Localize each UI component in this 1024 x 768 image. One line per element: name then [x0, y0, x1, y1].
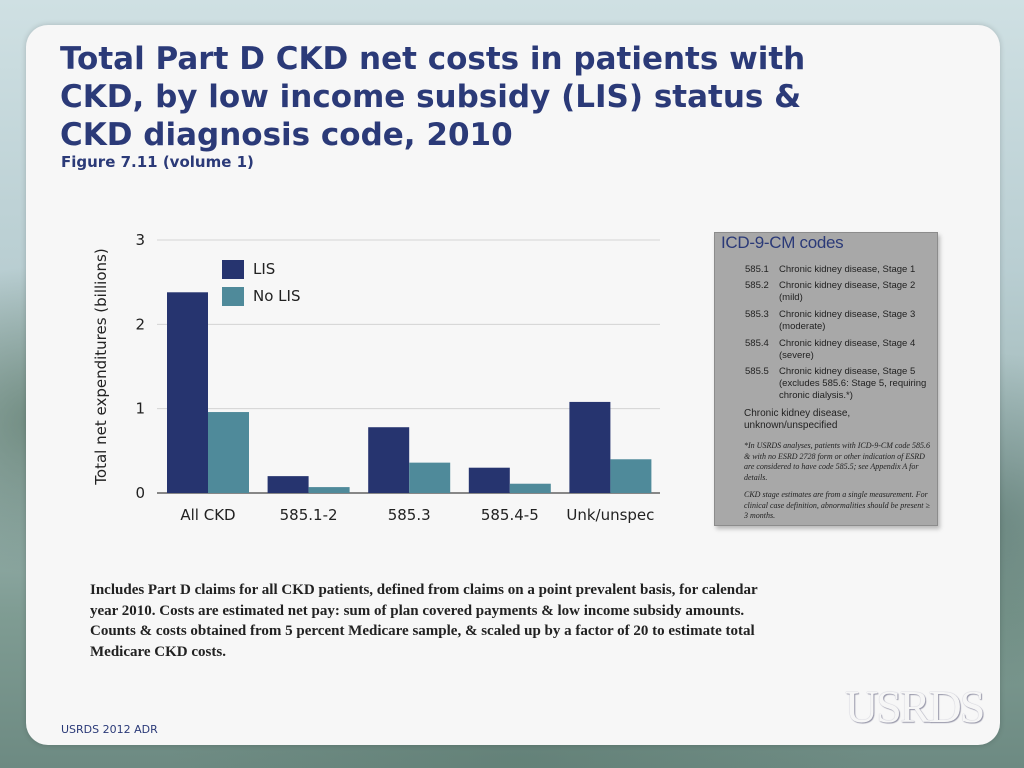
- x-tick-label: 585.4-5: [481, 506, 539, 524]
- y-tick-label: 0: [135, 484, 145, 502]
- bar-chart: 0 1 2 3 Total net expenditures (billions) All…: [92, 231, 660, 524]
- legend-swatch-no-lis: [222, 287, 244, 306]
- code-description: Chronic kidney disease, Stage 3 (moderat…: [779, 309, 916, 332]
- bar-lis: [468, 467, 510, 493]
- code-description: Chronic kidney disease, Stage 4 (severe): [779, 338, 916, 361]
- y-tick-label: 3: [135, 231, 145, 249]
- legend-swatch-lis: [222, 260, 244, 279]
- codes-note-stage: CKD stage estimates are from a single me…: [744, 490, 930, 520]
- code-description: Chronic kidney disease, Stage 5 (exclude…: [779, 366, 927, 401]
- bar-no-lis: [610, 459, 652, 493]
- figure-subtitle: Figure 7.11 (volume 1): [61, 153, 254, 171]
- bar-no-lis: [208, 412, 249, 493]
- code-description: Chronic kidney disease, Stage 1: [779, 264, 916, 275]
- icd-codes-panel: ICD-9-CM codes 585.1 Chronic kidney dise…: [714, 232, 938, 526]
- bar-no-lis: [308, 487, 350, 493]
- bar-lis: [167, 292, 208, 493]
- y-axis-label: Total net expenditures (billions): [92, 248, 110, 485]
- legend-label-lis: LIS: [253, 260, 276, 278]
- code-number: 585.2: [745, 280, 769, 291]
- bar-lis: [267, 476, 309, 493]
- x-tick-label: All CKD: [180, 506, 235, 524]
- bar-no-lis: [409, 462, 451, 493]
- bar-no-lis: [509, 483, 551, 493]
- code-number: 585.4: [745, 338, 769, 349]
- usrds-logo: USRDS: [845, 681, 985, 732]
- chart-footnote: Includes Part D claims for all CKD patie…: [90, 582, 758, 660]
- y-tick-label: 2: [135, 315, 145, 333]
- bar-lis: [569, 401, 611, 493]
- code-number: 585.1: [745, 264, 769, 275]
- x-tick-label: Unk/unspec: [566, 506, 654, 524]
- slide-title: Total Part D CKD net costs in patients w…: [60, 41, 806, 153]
- footer-source: USRDS 2012 ADR: [61, 723, 158, 736]
- x-tick-label: 585.3: [388, 506, 431, 524]
- codes-panel-title: ICD-9-CM codes: [721, 233, 844, 252]
- bar-lis: [368, 427, 410, 493]
- codes-note-esrd: *In USRDS analyses, patients with ICD-9-…: [744, 441, 930, 482]
- x-tick-label: 585.1-2: [280, 506, 338, 524]
- code-number: 585.5: [745, 366, 769, 377]
- code-unknown: Chronic kidney disease, unknown/unspecif…: [744, 408, 851, 431]
- code-number: 585.3: [745, 309, 769, 320]
- code-description: Chronic kidney disease, Stage 2 (mild): [779, 280, 916, 303]
- y-tick-label: 1: [135, 400, 145, 418]
- legend-label-no-lis: No LIS: [253, 287, 301, 305]
